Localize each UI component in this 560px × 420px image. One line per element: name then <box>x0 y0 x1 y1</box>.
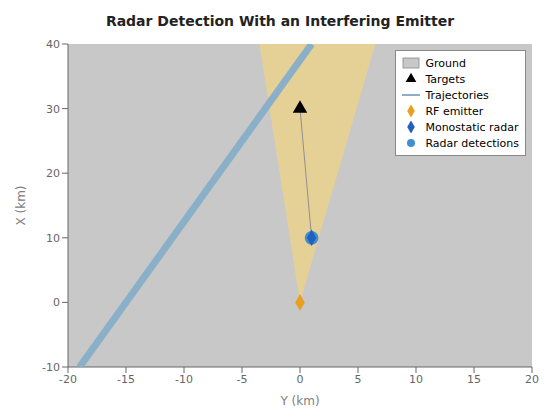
svg-text:20: 20 <box>46 167 60 180</box>
svg-text:-10: -10 <box>175 373 193 386</box>
html-text:Targets: Targets <box>425 72 466 86</box>
svg-text:X (km): X (km) <box>14 185 28 225</box>
svg-text:-5: -5 <box>237 373 248 386</box>
svg-text:0: 0 <box>297 373 304 386</box>
svg-text:20: 20 <box>525 373 539 386</box>
html-text:Trajectories: Trajectories <box>425 88 489 102</box>
html-text:Monostatic radar: Monostatic radar <box>425 120 519 134</box>
svg-text:-10: -10 <box>42 361 60 374</box>
html-text:Ground: Ground <box>425 56 466 70</box>
svg-text:40: 40 <box>46 38 60 51</box>
html-text:Radar detections: Radar detections <box>425 136 519 150</box>
svg-text:10: 10 <box>409 373 423 386</box>
svg-text:0: 0 <box>53 296 60 309</box>
html-text:Radar Detection With an Interf: Radar Detection With an Interfering Emit… <box>105 13 455 29</box>
svg-text:-15: -15 <box>117 373 135 386</box>
svg-text:Y (km): Y (km) <box>279 394 319 408</box>
svg-text:5: 5 <box>355 373 362 386</box>
svg-text:-20: -20 <box>59 373 77 386</box>
html-text:RF emitter: RF emitter <box>425 104 484 118</box>
svg-text:15: 15 <box>467 373 481 386</box>
svg-text:30: 30 <box>46 103 60 116</box>
svg-text:10: 10 <box>46 232 60 245</box>
